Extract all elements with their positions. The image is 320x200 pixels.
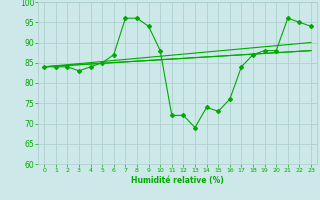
X-axis label: Humidité relative (%): Humidité relative (%) <box>131 176 224 185</box>
